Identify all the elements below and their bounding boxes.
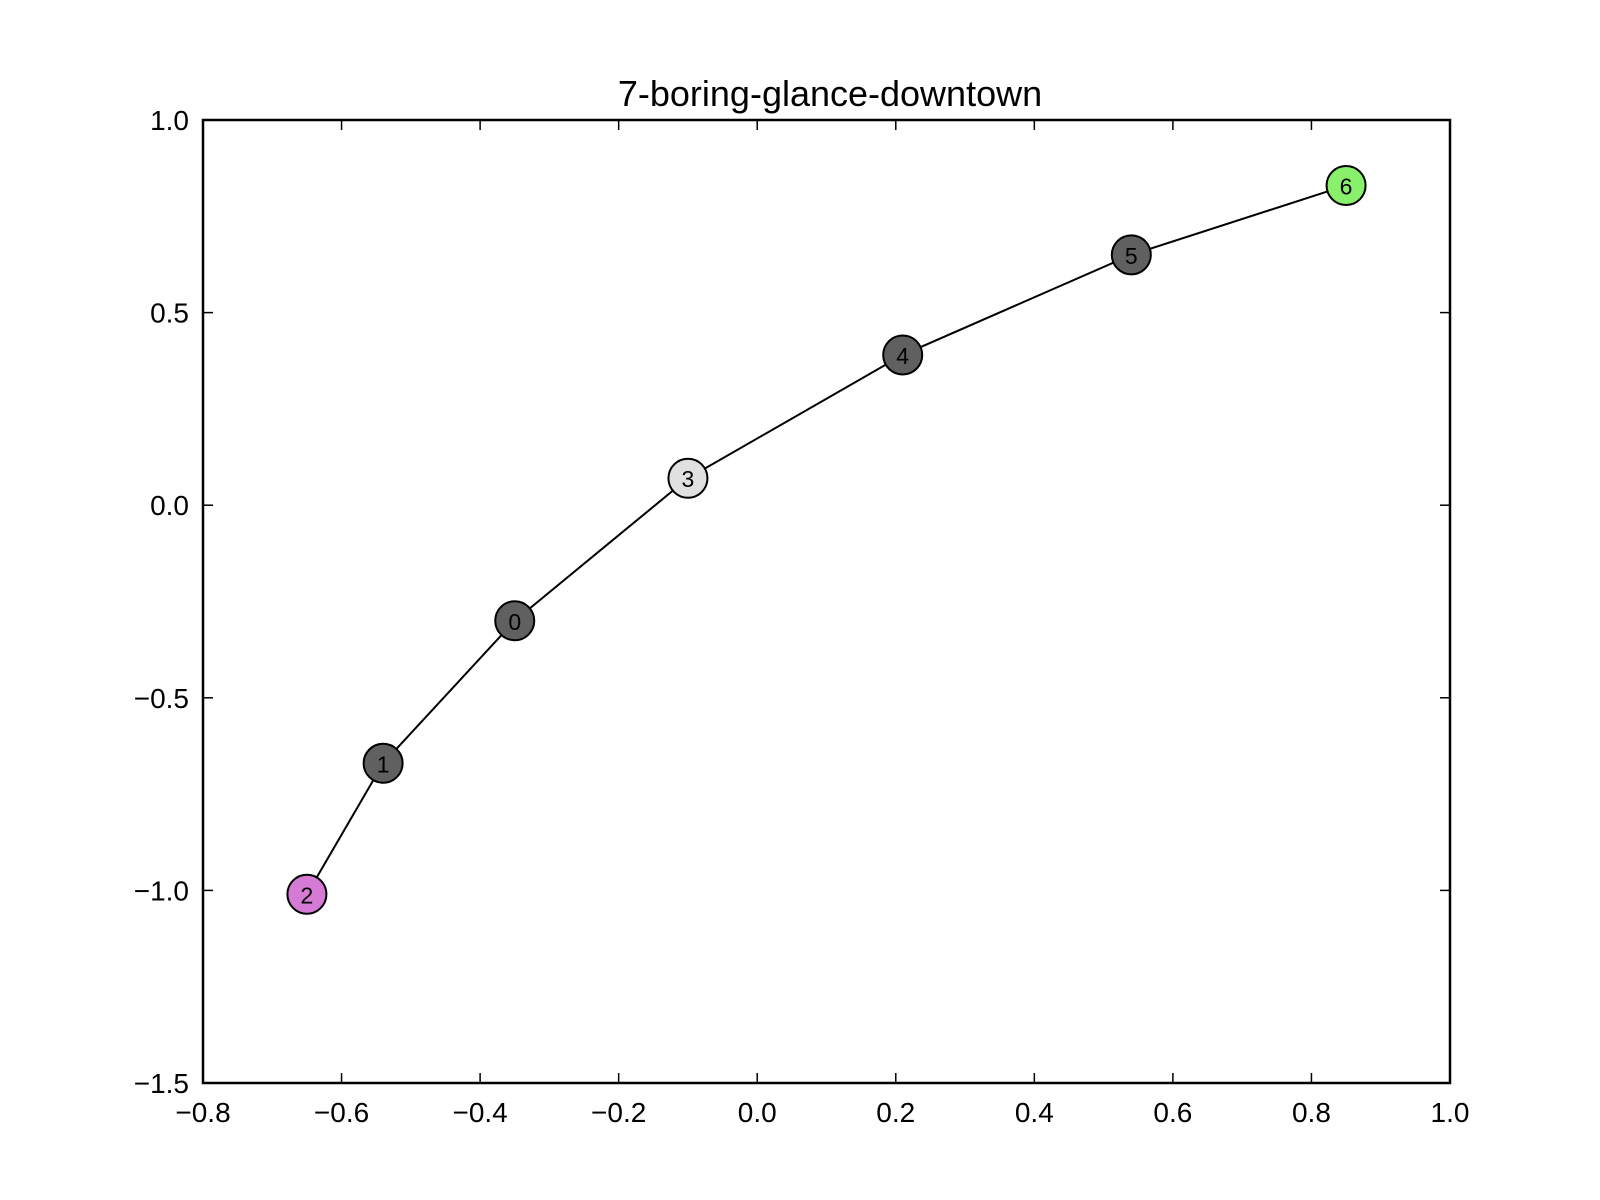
node-marker: [1325, 164, 1367, 206]
x-tick-label: 1.0: [1431, 1097, 1470, 1128]
x-tick-label: −0.8: [175, 1097, 230, 1128]
edge-1-0: [382, 620, 516, 764]
node-label: 0: [508, 609, 521, 635]
x-axis: −0.8 −0.6 −0.4 −0.2 0.0 0.2 0.4 0.6 0.8 1.0: [175, 120, 1469, 1128]
node-2: 2: [286, 873, 328, 915]
node-3: 3: [667, 457, 709, 499]
node-label: 4: [896, 343, 909, 369]
node-label: 5: [1125, 243, 1138, 269]
node-marker: [362, 742, 404, 784]
node-1: 1: [362, 742, 404, 784]
x-tick-label: 0.0: [738, 1097, 777, 1128]
node-marker: [882, 334, 924, 376]
edge-5-6: [1131, 184, 1347, 256]
edge-0-3: [514, 477, 689, 622]
y-tick-label: 0.5: [150, 298, 189, 329]
chart-title: 7-boring-glance-downtown: [618, 73, 1042, 114]
edge-2-1: [306, 762, 384, 895]
y-tick-label: 1.0: [150, 105, 189, 136]
y-tick-label: −1.0: [134, 875, 189, 906]
x-tick-label: 0.8: [1292, 1097, 1331, 1128]
node-label: 1: [377, 751, 390, 777]
y-axis: −1.5 −1.0 −0.5 0.0 0.5 1.0: [134, 105, 1450, 1099]
node-marker: [286, 873, 328, 915]
x-tick-label: 0.6: [1153, 1097, 1192, 1128]
x-tick-label: −0.2: [591, 1097, 646, 1128]
node-marker: [1110, 234, 1152, 276]
node-6: 6: [1325, 164, 1367, 206]
nodes-layer: 0 1 2 3 4 5 6: [286, 164, 1367, 915]
node-marker: [494, 600, 536, 642]
x-tick-label: −0.4: [452, 1097, 507, 1128]
x-tick-label: 0.4: [1015, 1097, 1054, 1128]
node-5: 5: [1110, 234, 1152, 276]
edge-4-5: [902, 253, 1132, 356]
node-label: 2: [301, 882, 314, 908]
x-tick-label: −0.6: [314, 1097, 369, 1128]
node-4: 4: [882, 334, 924, 376]
node-0: 0: [494, 600, 536, 642]
edge-3-4: [687, 354, 904, 480]
y-tick-label: 0.0: [150, 490, 189, 521]
node-marker: [667, 457, 709, 499]
node-label: 3: [682, 466, 695, 492]
node-label: 6: [1340, 173, 1353, 199]
y-tick-label: −0.5: [134, 683, 189, 714]
x-tick-label: 0.2: [876, 1097, 915, 1128]
y-tick-label: −1.5: [134, 1068, 189, 1099]
edges-layer: [306, 184, 1347, 895]
plot-frame: [201, 118, 1452, 1085]
